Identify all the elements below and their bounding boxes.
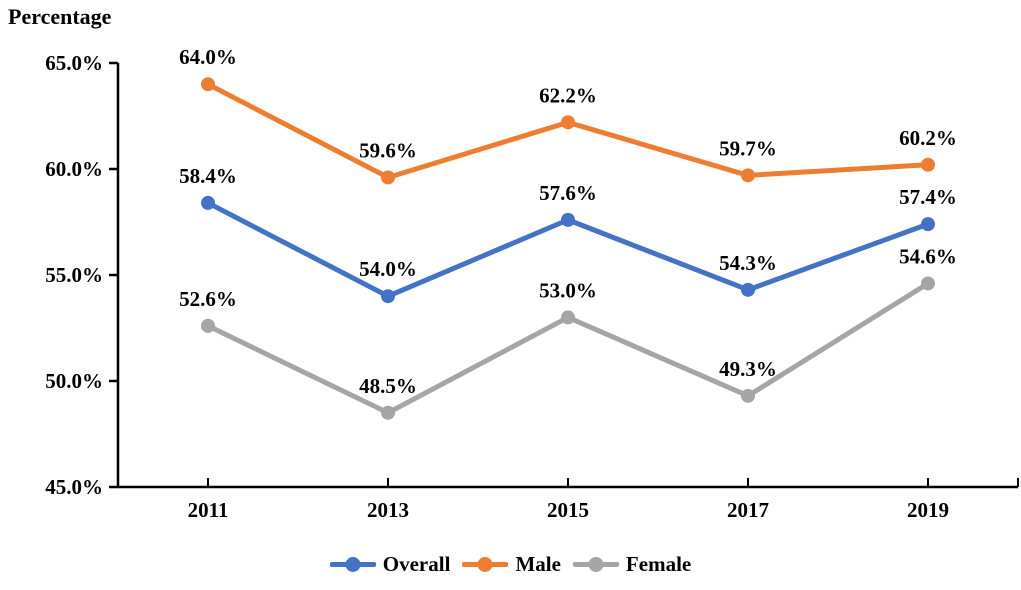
y-axis-tick-label: 55.0% — [45, 263, 103, 287]
data-label-overall-2017: 54.3% — [719, 251, 777, 275]
data-point-male-2017 — [741, 168, 755, 183]
data-point-female-2015 — [561, 310, 575, 325]
legend-label-overall: Overall — [382, 552, 451, 576]
y-axis-title: Percentage — [8, 4, 112, 29]
data-label-male-2019: 60.2% — [899, 126, 957, 150]
data-label-overall-2019: 57.4% — [899, 185, 957, 209]
y-axis-tick-label: 50.0% — [45, 369, 103, 393]
y-axis-tick-label: 60.0% — [45, 157, 103, 181]
legend-label-male: Male — [515, 552, 561, 576]
data-point-overall-2013 — [381, 289, 395, 304]
x-axis-tick-label: 2017 — [727, 498, 769, 522]
data-point-female-2013 — [381, 405, 395, 420]
data-point-male-2011 — [201, 77, 215, 92]
data-point-overall-2017 — [741, 282, 755, 297]
data-label-male-2011: 64.0% — [179, 45, 237, 69]
data-point-male-2013 — [381, 170, 395, 185]
x-axis-tick-label: 2019 — [907, 498, 949, 522]
data-label-overall-2011: 58.4% — [179, 164, 237, 188]
data-point-male-2019 — [921, 157, 935, 172]
data-point-female-2019 — [921, 276, 935, 291]
legend-item-female: Female — [572, 552, 692, 576]
data-point-male-2015 — [561, 115, 575, 130]
legend-item-overall: Overall — [329, 552, 451, 576]
legend-marker-male-icon — [462, 557, 509, 572]
data-label-female-2019: 54.6% — [899, 244, 957, 268]
legend: Overall Male Female — [0, 554, 1021, 575]
data-point-overall-2019 — [921, 217, 935, 232]
data-label-female-2015: 53.0% — [539, 278, 597, 302]
series-line-female — [205, 280, 931, 416]
data-label-female-2011: 52.6% — [179, 287, 237, 311]
x-axis-tick-label: 2013 — [367, 498, 409, 522]
legend-label-female: Female — [625, 552, 692, 576]
data-label-female-2017: 49.3% — [719, 357, 777, 381]
data-point-female-2011 — [201, 318, 215, 333]
data-point-overall-2011 — [201, 195, 215, 210]
x-axis-tick-label: 2015 — [547, 498, 589, 522]
data-label-female-2013: 48.5% — [359, 374, 417, 398]
y-axis-tick-label: 65.0% — [45, 51, 103, 75]
data-point-overall-2015 — [561, 212, 575, 227]
data-point-female-2017 — [741, 388, 755, 403]
y-axis-tick-label: 45.0% — [45, 475, 103, 499]
legend-marker-female-icon — [572, 557, 619, 572]
data-label-overall-2013: 54.0% — [359, 257, 417, 281]
legend-marker-overall-icon — [329, 557, 376, 572]
x-axis-tick-label: 2011 — [188, 498, 229, 522]
data-label-male-2017: 59.7% — [719, 136, 777, 160]
data-label-male-2013: 59.6% — [359, 138, 417, 162]
legend-item-male: Male — [462, 552, 561, 576]
data-label-male-2015: 62.2% — [539, 83, 597, 107]
data-label-overall-2015: 57.6% — [539, 181, 597, 205]
